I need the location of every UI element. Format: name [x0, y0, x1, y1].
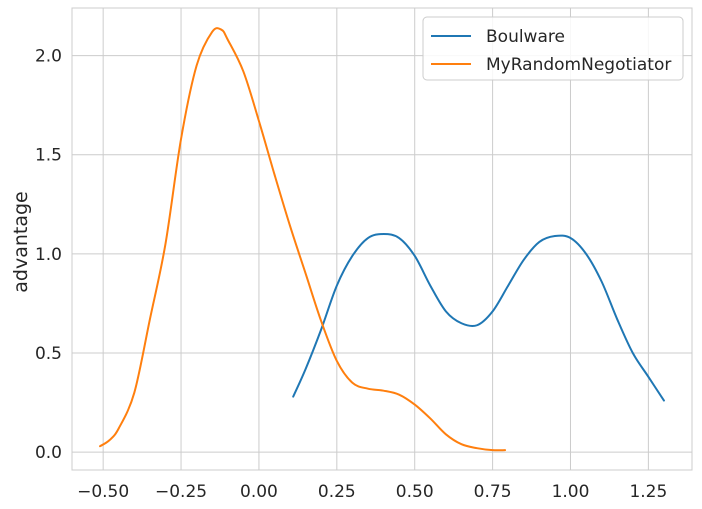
y-tick-label: 0.0: [35, 443, 62, 463]
x-tick-label: −0.25: [155, 482, 207, 502]
y-tick-label: 1.5: [35, 146, 62, 166]
plot-area: [72, 8, 692, 470]
x-tick-label: 0.50: [396, 482, 434, 502]
x-tick-label: 0.00: [240, 482, 278, 502]
y-tick-label: 1.0: [35, 245, 62, 265]
legend-box: [422, 16, 684, 81]
series-line-2: [99, 27, 507, 452]
y-tick-label: 0.5: [35, 344, 62, 364]
x-tick-label: 0.75: [474, 482, 512, 502]
x-tick-label: −0.50: [77, 482, 129, 502]
legend-label-1: Boulware: [486, 27, 565, 47]
grid: [71, 7, 693, 471]
y-tick-label: 2.0: [35, 47, 62, 67]
y-tick-labels: 0.0 0.5 1.0 1.5 2.0: [35, 47, 62, 464]
series-line-1: [292, 233, 665, 402]
x-tick-labels: −0.50 −0.25 0.00 0.25 0.50 0.75 1.00 1.25: [77, 482, 667, 502]
x-tick-label: 1.00: [552, 482, 590, 502]
legend: Boulware MyRandomNegotiator: [422, 16, 684, 81]
x-tick-label: 0.25: [318, 482, 356, 502]
y-axis-label: advantage: [10, 191, 32, 292]
plot-frame: [71, 7, 693, 471]
series-lines: [99, 27, 665, 452]
x-tick-label: 1.25: [629, 482, 667, 502]
legend-label-2: MyRandomNegotiator: [486, 55, 671, 75]
